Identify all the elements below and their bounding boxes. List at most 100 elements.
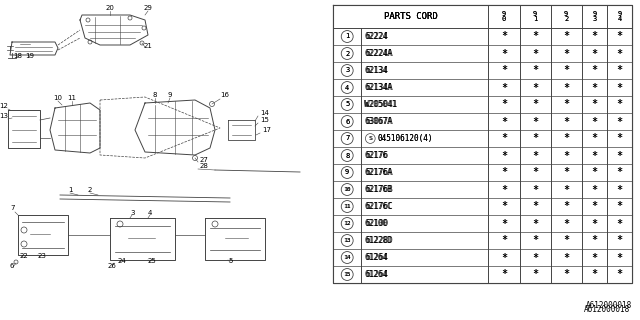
Text: *: * [616, 83, 622, 92]
Text: 61228D: 61228D [365, 236, 393, 245]
Text: A612000018: A612000018 [584, 305, 630, 314]
Text: *: * [591, 100, 598, 109]
Text: 9
3: 9 3 [592, 11, 596, 22]
Text: A612000018: A612000018 [586, 301, 632, 310]
Text: *: * [532, 269, 538, 279]
Text: *: * [563, 185, 570, 195]
Text: 5: 5 [345, 101, 349, 108]
Text: *: * [591, 31, 598, 42]
Text: *: * [616, 202, 622, 212]
Text: 7: 7 [345, 135, 349, 141]
Text: *: * [591, 219, 597, 228]
Text: 6: 6 [345, 118, 349, 124]
Text: *: * [616, 252, 622, 262]
Text: 7: 7 [345, 135, 349, 141]
Text: *: * [591, 202, 597, 212]
Text: *: * [532, 219, 538, 228]
Text: 62134: 62134 [364, 66, 388, 75]
Text: *: * [532, 100, 538, 109]
Text: *: * [616, 269, 622, 279]
Text: 1: 1 [345, 34, 349, 39]
Text: S: S [369, 136, 372, 141]
Text: *: * [616, 185, 623, 195]
Text: *: * [532, 133, 538, 143]
Text: *: * [563, 31, 569, 42]
Text: *: * [616, 167, 623, 178]
Text: 6: 6 [345, 118, 349, 124]
Text: 63067A: 63067A [365, 117, 393, 126]
Text: 61264: 61264 [365, 270, 388, 279]
Text: *: * [591, 49, 598, 59]
Text: 13: 13 [0, 113, 8, 119]
Text: 13: 13 [344, 238, 351, 243]
Text: *: * [616, 31, 622, 42]
Text: *: * [591, 269, 598, 279]
Text: *: * [563, 202, 570, 212]
Text: *: * [563, 252, 569, 262]
Text: *: * [616, 133, 623, 143]
Text: *: * [563, 66, 569, 76]
Text: 8: 8 [153, 92, 157, 98]
Text: *: * [563, 31, 570, 42]
Text: 11: 11 [344, 204, 351, 209]
Text: *: * [616, 66, 622, 76]
Text: *: * [532, 49, 538, 59]
Text: *: * [501, 236, 507, 245]
Text: *: * [563, 167, 570, 178]
Text: *: * [532, 236, 538, 245]
Text: 14: 14 [344, 255, 351, 260]
Text: *: * [616, 167, 622, 178]
Text: *: * [563, 219, 570, 228]
Text: *: * [563, 116, 570, 126]
Text: 18: 18 [13, 53, 22, 59]
Text: *: * [563, 100, 570, 109]
Text: 11: 11 [344, 204, 351, 209]
Text: *: * [563, 49, 570, 59]
Text: *: * [532, 252, 538, 262]
Text: *: * [532, 252, 538, 262]
Text: 62224: 62224 [365, 32, 388, 41]
Text: 23: 23 [38, 253, 47, 259]
Text: *: * [563, 83, 570, 92]
Text: 2: 2 [88, 187, 92, 193]
Text: *: * [501, 167, 507, 178]
Text: 3: 3 [130, 210, 134, 216]
Text: 2: 2 [345, 51, 349, 57]
Text: *: * [616, 236, 622, 245]
Text: *: * [616, 133, 622, 143]
Text: *: * [591, 150, 597, 161]
Text: *: * [591, 269, 597, 279]
Text: *: * [532, 116, 538, 126]
Text: 9: 9 [345, 170, 349, 175]
Text: *: * [501, 202, 507, 212]
Text: *: * [616, 150, 622, 161]
Text: *: * [563, 236, 570, 245]
Text: 27: 27 [200, 157, 209, 163]
Text: 61264: 61264 [365, 253, 388, 262]
Text: *: * [591, 133, 597, 143]
Text: 15: 15 [344, 272, 351, 277]
Text: *: * [501, 83, 507, 92]
Text: *: * [501, 66, 507, 76]
Text: 62176B: 62176B [365, 185, 393, 194]
Text: 62176C: 62176C [364, 202, 392, 211]
Text: 25: 25 [148, 258, 157, 264]
Text: *: * [501, 202, 507, 212]
Text: *: * [532, 219, 538, 228]
Text: *: * [591, 167, 598, 178]
Text: 62134A: 62134A [364, 83, 392, 92]
Text: 9: 9 [345, 170, 349, 175]
Text: *: * [563, 269, 569, 279]
Text: W205041: W205041 [365, 100, 398, 109]
Text: *: * [563, 49, 569, 59]
Text: 4: 4 [345, 84, 349, 91]
Text: 21: 21 [143, 43, 152, 49]
Text: *: * [501, 219, 507, 228]
Text: *: * [563, 83, 569, 92]
Text: *: * [591, 219, 598, 228]
Text: *: * [591, 66, 598, 76]
Text: *: * [616, 83, 623, 92]
Text: *: * [616, 66, 623, 76]
Text: 29: 29 [143, 5, 152, 11]
Text: 61228D: 61228D [364, 236, 392, 245]
